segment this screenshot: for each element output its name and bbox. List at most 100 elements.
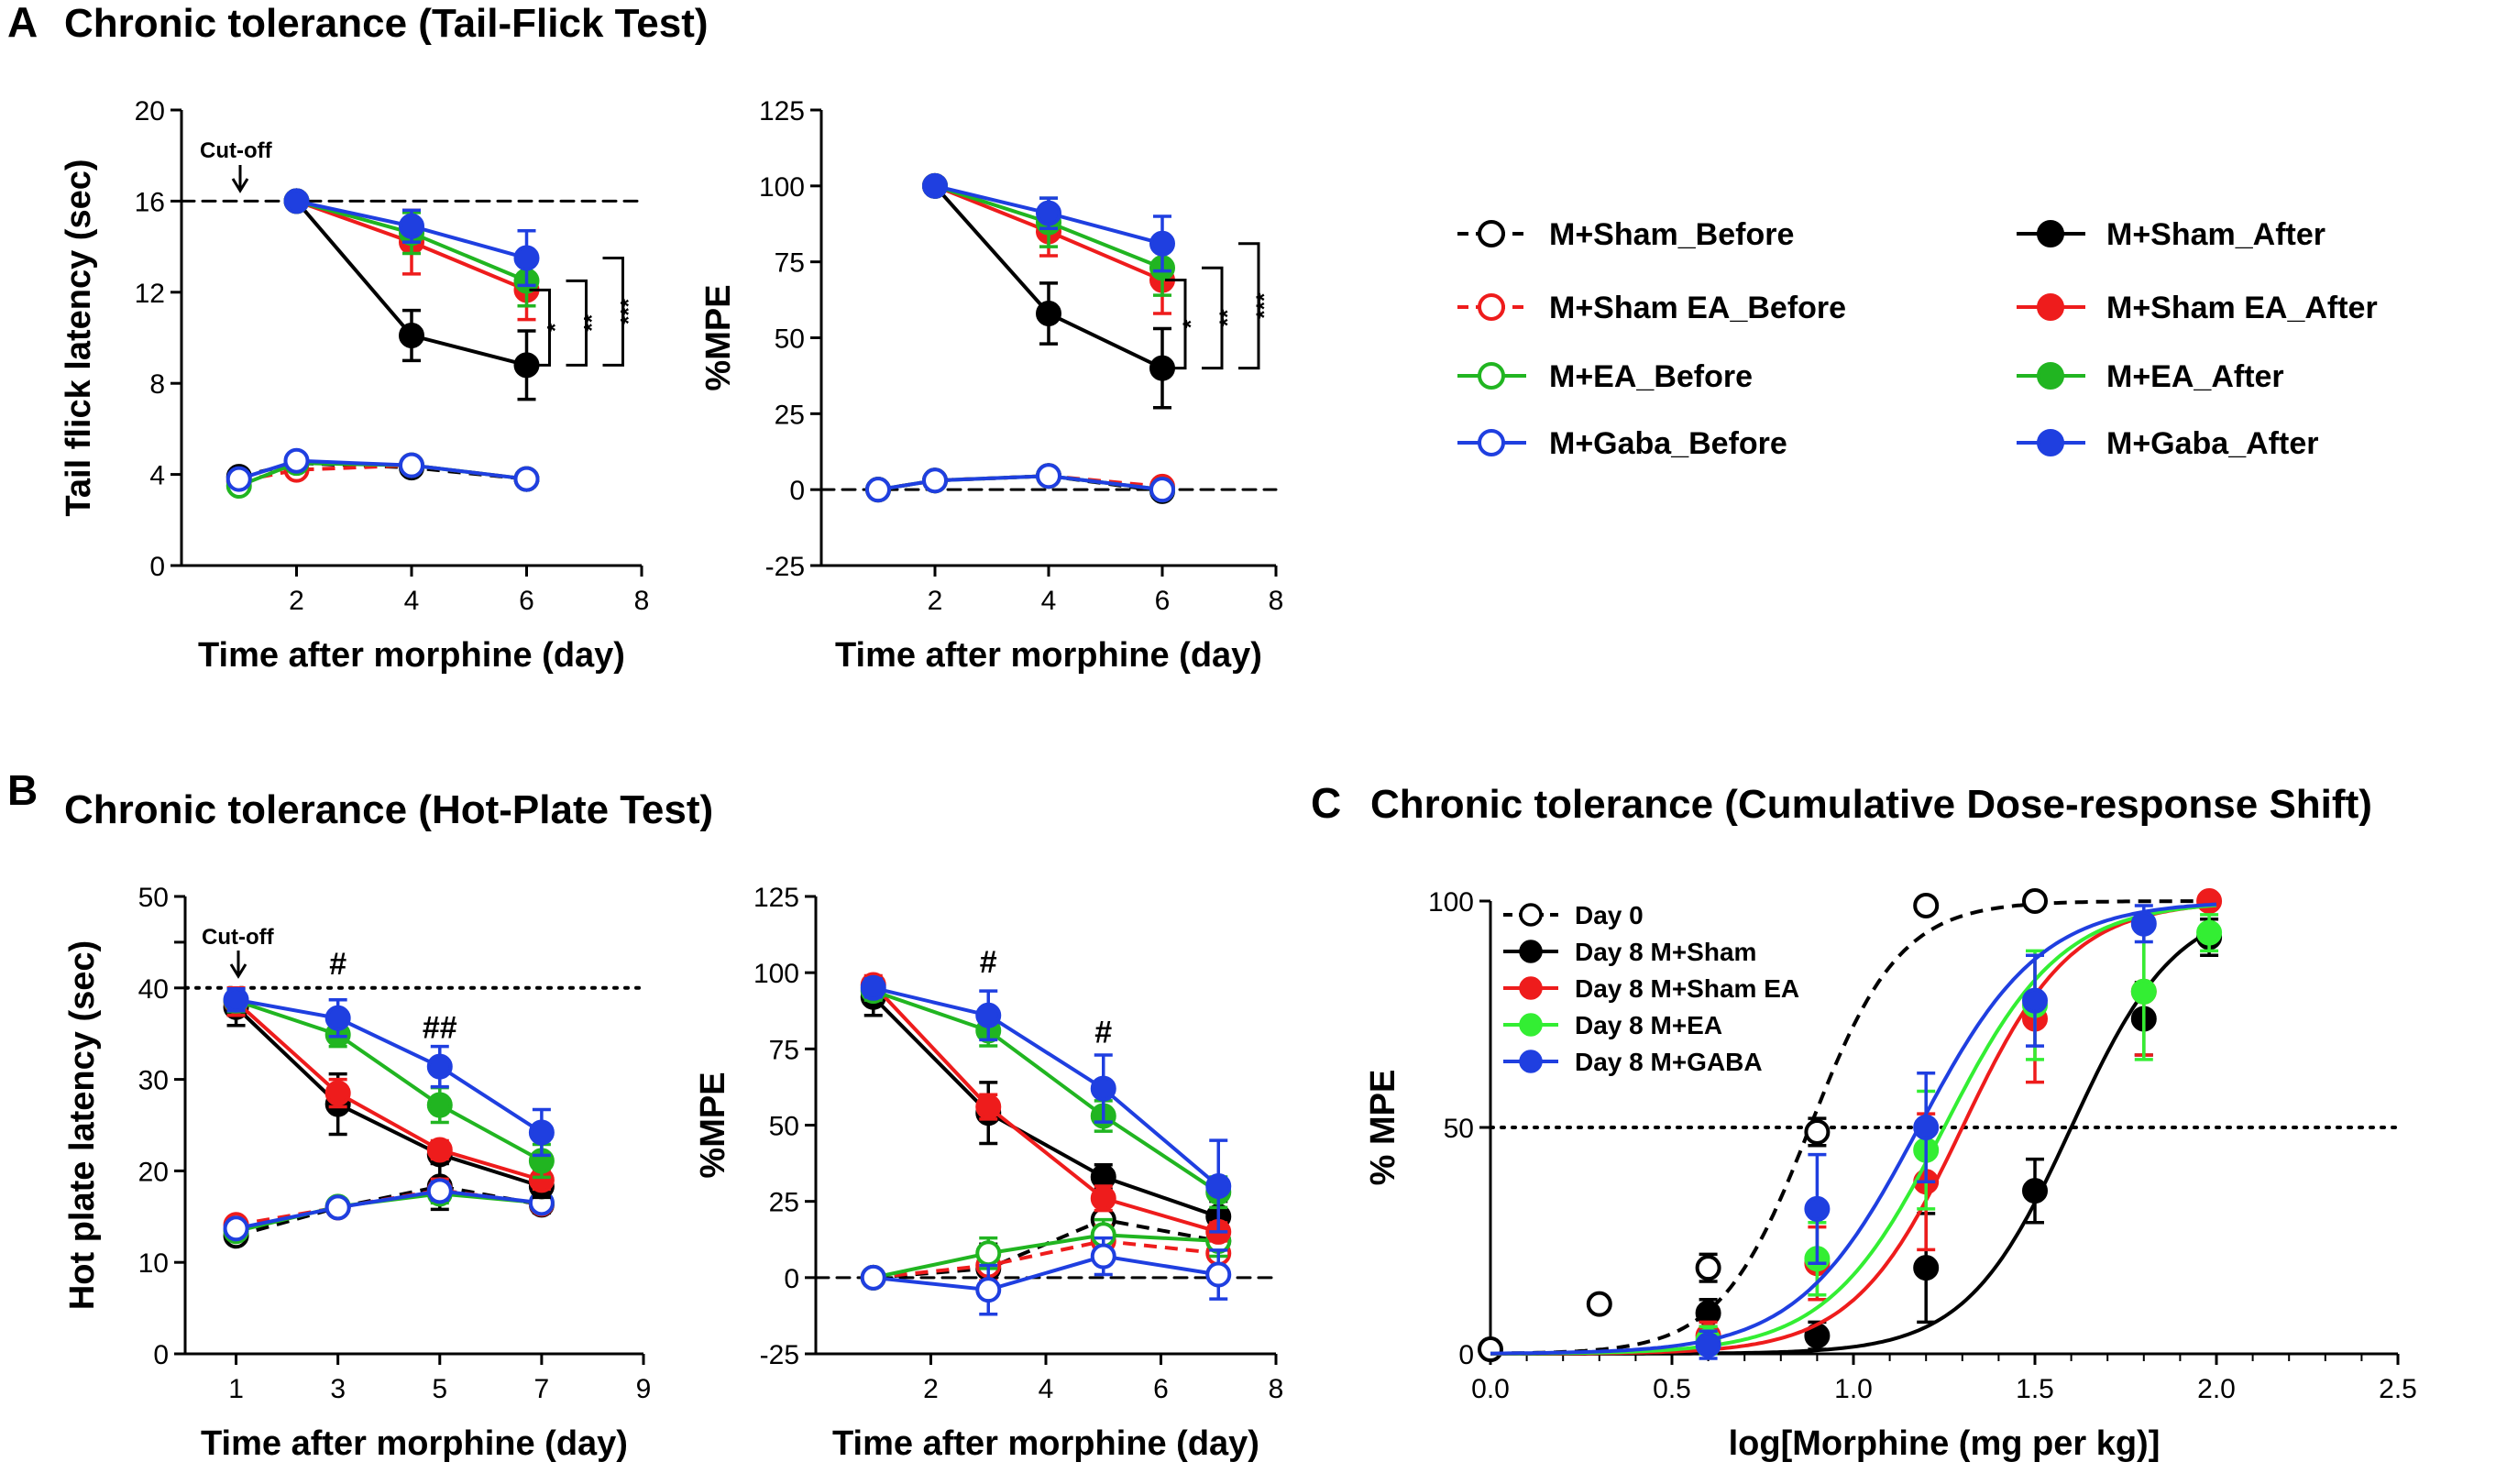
data-point: [1036, 463, 1061, 489]
data-point: [283, 447, 310, 474]
data-point: [975, 1002, 1002, 1028]
data-point: [426, 1053, 453, 1080]
y-tick-label: 0: [1458, 1340, 1474, 1370]
data-point: [1804, 1118, 1831, 1145]
cutoff-arrow-a: [231, 165, 249, 193]
legend-marker: [1519, 1013, 1543, 1037]
data-point: [399, 323, 424, 349]
series-m-sham-after: [223, 987, 555, 1200]
data-point: [2022, 987, 2048, 1014]
y-tick-label: 125: [753, 883, 799, 913]
y-tick-label: 20: [135, 96, 165, 126]
y-axis-title: Hot plate latency (sec): [63, 940, 102, 1310]
legend-marker: [2037, 293, 2064, 321]
legend-label: Day 0: [1575, 901, 1644, 929]
y-tick-label: 0: [153, 1340, 169, 1370]
y-tick-label: 25: [775, 400, 805, 430]
data-point: [513, 245, 540, 271]
legend-marker: [1519, 1050, 1543, 1073]
panel-title-a: Chronic tolerance (Tail-Flick Test): [64, 1, 709, 46]
legend-marker: [1478, 362, 1505, 390]
data-point: [1090, 1185, 1116, 1212]
series-m-sham-ea-before: [223, 1177, 555, 1238]
y-tick-label: 50: [769, 1112, 799, 1142]
data-point: [513, 466, 540, 492]
series-m-gaba-after: [283, 188, 540, 288]
x-tick-label: 4: [1041, 586, 1057, 616]
x-tick-label: 5: [432, 1374, 447, 1404]
data-point: [860, 974, 886, 1001]
fit-curve: [1490, 903, 2217, 1356]
significance-bracket: [566, 279, 588, 367]
x-tick-label: 7: [534, 1374, 550, 1404]
x-tick-label: 8: [1269, 586, 1284, 616]
x-tick-label: 0.5: [1653, 1374, 1691, 1404]
data-point: [223, 986, 249, 1013]
cutoff-label-b: Cut-off: [202, 925, 275, 950]
series-m-sham-ea-after: [223, 986, 555, 1193]
data-point: [1205, 1173, 1232, 1200]
y-tick-label: 30: [138, 1066, 169, 1096]
significance-bracket: [529, 288, 551, 367]
series-line: [877, 474, 1163, 492]
x-axis-title: Time after morphine (day): [201, 1424, 628, 1463]
legend-panel-a: M+Sham_Before M+Sham EA_Before M+EA_Before…: [1457, 217, 2378, 461]
legend-marker: [1478, 429, 1505, 456]
panel-letter-c: C: [1311, 779, 1341, 827]
series-day-8-m-ea: [1490, 903, 2223, 1356]
series-line: [873, 1254, 1219, 1292]
data-point: [1205, 1261, 1232, 1288]
data-point: [2130, 978, 2157, 1005]
x-axis-title: Time after morphine (day): [832, 1424, 1259, 1463]
significance-label: **: [580, 313, 605, 331]
y-tick-label: 100: [1428, 887, 1474, 918]
data-point: [1695, 1332, 1721, 1358]
x-tick-label: 0.0: [1471, 1374, 1510, 1404]
data-point: [1913, 892, 1940, 918]
series-line: [235, 1006, 543, 1189]
legend-marker: [1519, 903, 1543, 927]
y-tick-label: 16: [135, 187, 165, 217]
significance-label: *: [1179, 319, 1204, 328]
legend-label: M+Sham_Before: [1549, 217, 1794, 252]
hot-plate-mpe-chart: -25 0 25 50 75 100 125 2 4 6 8 Time after morphine …: [694, 883, 1283, 1463]
series-line: [873, 989, 1220, 1194]
series-m-gaba-before: [860, 1236, 1232, 1316]
data-point: [324, 1194, 351, 1221]
data-point: [1913, 1115, 1940, 1140]
series-day-8-m-gaba: [1490, 902, 2217, 1360]
series-line: [873, 985, 1220, 1188]
series-m-gaba-before: [865, 463, 1175, 503]
data-point: [1036, 200, 1061, 226]
series-m-gaba-before: [223, 1178, 555, 1242]
dose-response-chart: 0 50 100 0.0 0.5 1.0 1.5 2.0 2.5 log[Morphine (mg…: [1364, 887, 2417, 1463]
y-axis-title: % MPE: [1364, 1070, 1402, 1186]
y-tick-label: -25: [765, 552, 805, 582]
y-tick-label: 25: [769, 1188, 799, 1218]
data-point: [975, 1094, 1002, 1120]
data-point: [860, 1264, 886, 1291]
cutoff-arrow-b: [229, 951, 247, 979]
significance-label: ***: [617, 298, 642, 324]
data-point: [399, 452, 424, 478]
legend-marker: [1519, 940, 1543, 963]
x-tick-label: 4: [404, 586, 420, 616]
x-tick-label: 6: [1153, 1374, 1169, 1404]
data-point: [1036, 300, 1061, 326]
data-point: [283, 188, 310, 214]
data-point: [225, 466, 252, 492]
y-tick-label: 50: [1444, 1114, 1474, 1144]
legend-label: M+Sham_After: [2106, 217, 2326, 252]
series-m-ea-after: [860, 978, 1232, 1210]
data-point: [975, 1240, 1002, 1267]
x-tick-label: 4: [1039, 1374, 1054, 1404]
legend-label: M+Sham EA_Before: [1549, 291, 1846, 325]
y-tick-label: 75: [775, 248, 805, 279]
legend-label: M+EA_Before: [1549, 359, 1753, 394]
panel-title-b: Chronic tolerance (Hot-Plate Test): [64, 787, 713, 832]
y-tick-label: 50: [775, 324, 805, 355]
legend-marker: [1519, 976, 1543, 1000]
x-tick-label: 3: [330, 1374, 346, 1404]
